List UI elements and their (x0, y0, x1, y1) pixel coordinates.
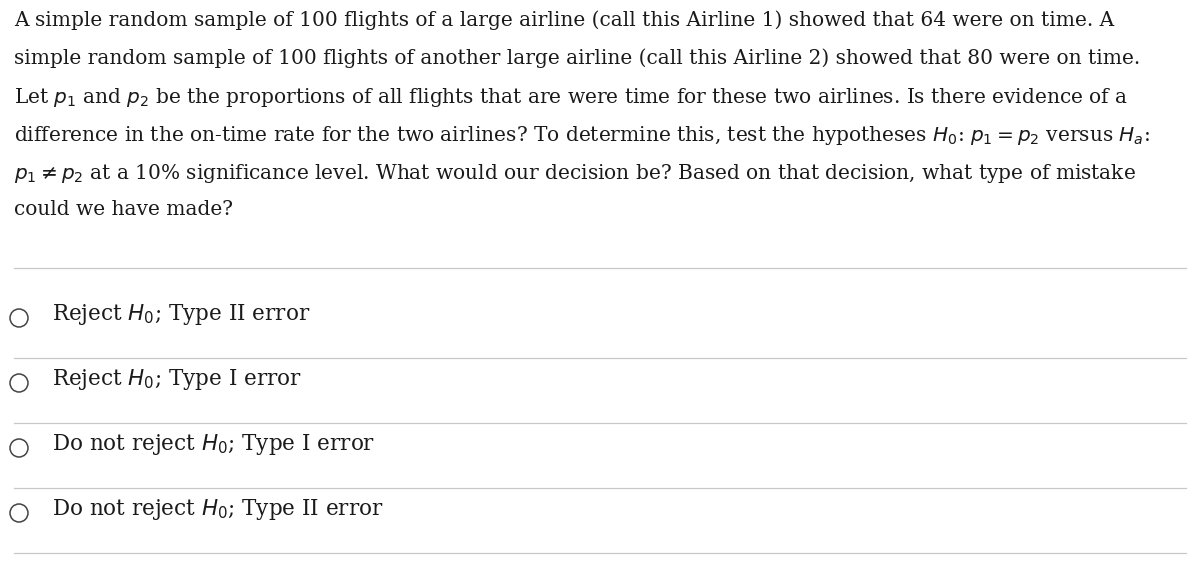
Text: Reject $H_0$; Type I error: Reject $H_0$; Type I error (52, 367, 302, 392)
Text: $p_1 \neq p_2$ at a 10% significance level. What would our decision be? Based on: $p_1 \neq p_2$ at a 10% significance lev… (14, 162, 1136, 185)
Text: Reject $H_0$; Type II error: Reject $H_0$; Type II error (52, 302, 311, 327)
Text: Let $p_1$ and $p_2$ be the proportions of all flights that are were time for the: Let $p_1$ and $p_2$ be the proportions o… (14, 86, 1128, 109)
Text: A simple random sample of 100 flights of a large airline (call this Airline 1) s: A simple random sample of 100 flights of… (14, 10, 1115, 30)
Text: could we have made?: could we have made? (14, 200, 233, 219)
Text: difference in the on-time rate for the two airlines? To determine this, test the: difference in the on-time rate for the t… (14, 124, 1150, 147)
Text: Do not reject $H_0$; Type I error: Do not reject $H_0$; Type I error (52, 432, 376, 457)
Text: Do not reject $H_0$; Type II error: Do not reject $H_0$; Type II error (52, 497, 384, 522)
Text: simple random sample of 100 flights of another large airline (call this Airline : simple random sample of 100 flights of a… (14, 48, 1140, 68)
